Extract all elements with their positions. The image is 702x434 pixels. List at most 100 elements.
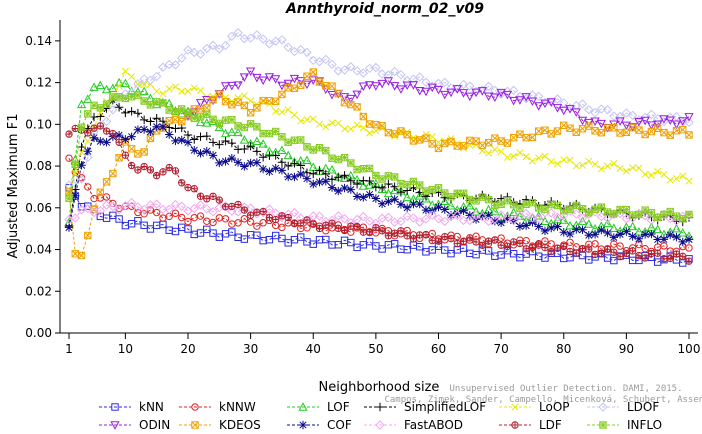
point-inflo bbox=[509, 200, 518, 209]
legend-label-simplifiedlof: SimplifiedLOF bbox=[404, 400, 486, 414]
point-loop bbox=[272, 107, 280, 115]
point-loop bbox=[528, 157, 536, 165]
point-ldof bbox=[195, 49, 206, 59]
point-kdeos bbox=[178, 117, 186, 126]
point-ldf bbox=[372, 223, 380, 232]
point-cof bbox=[334, 186, 343, 196]
point-knn bbox=[447, 249, 455, 258]
point-kdeos bbox=[434, 144, 443, 153]
point-ldf bbox=[522, 245, 530, 253]
point-odin bbox=[421, 87, 431, 97]
point-loop bbox=[115, 82, 123, 90]
point-kdeos bbox=[259, 96, 267, 105]
point-simplifiedlof bbox=[114, 103, 124, 112]
point-simplifiedlof bbox=[271, 151, 280, 160]
point-fastabod bbox=[508, 215, 519, 226]
point-cof bbox=[315, 177, 324, 187]
point-loop bbox=[153, 87, 161, 95]
point-odin bbox=[383, 77, 394, 86]
point-cof bbox=[277, 166, 287, 175]
point-ldf bbox=[653, 249, 662, 257]
point-fastabod bbox=[308, 211, 318, 221]
point-cof bbox=[258, 164, 268, 174]
point-ldf bbox=[127, 161, 136, 170]
point-kdeos bbox=[484, 138, 493, 147]
point-kdeos bbox=[84, 231, 92, 240]
point-ldf bbox=[134, 166, 142, 174]
point-odin bbox=[634, 118, 644, 127]
point-ldof bbox=[145, 75, 156, 85]
legend-item-ldf: LDF bbox=[499, 418, 562, 432]
point-lof bbox=[421, 193, 431, 203]
point-knnw bbox=[278, 223, 286, 232]
point-ldf bbox=[284, 213, 292, 222]
point-odin bbox=[515, 96, 525, 105]
point-cof bbox=[684, 235, 694, 244]
series-line-loop bbox=[68, 70, 690, 195]
legend-label-inflo: INFLO bbox=[627, 418, 662, 432]
y-axis-label: Adjusted Maximum F1 bbox=[6, 114, 21, 259]
point-ldof bbox=[151, 71, 162, 82]
point-loop bbox=[303, 116, 311, 124]
point-lof bbox=[627, 221, 638, 231]
point-cof bbox=[659, 235, 669, 244]
point-cof bbox=[359, 193, 368, 202]
point-loop bbox=[647, 171, 655, 179]
point-loop bbox=[566, 156, 574, 164]
point-ldf bbox=[685, 257, 693, 265]
point-knn bbox=[171, 227, 180, 236]
point-inflo bbox=[422, 187, 430, 195]
point-odin bbox=[540, 99, 550, 109]
point-knn bbox=[253, 231, 261, 239]
point-fastabod bbox=[496, 210, 506, 220]
point-lof bbox=[233, 127, 243, 137]
point-inflo bbox=[96, 104, 105, 112]
point-ldf bbox=[428, 236, 436, 245]
point-knn bbox=[265, 236, 274, 244]
point-kdeos bbox=[134, 150, 142, 158]
point-ldof bbox=[590, 107, 600, 118]
point-odin bbox=[239, 73, 249, 82]
point-knnw bbox=[159, 214, 167, 222]
point-cof bbox=[446, 210, 456, 220]
point-cof bbox=[478, 211, 487, 221]
point-odin bbox=[415, 87, 425, 96]
point-inflo bbox=[516, 204, 524, 212]
point-loop bbox=[547, 158, 555, 166]
point-ldf bbox=[610, 248, 618, 256]
point-odin bbox=[496, 88, 506, 98]
point-simplifiedlof bbox=[352, 179, 362, 189]
point-kdeos bbox=[416, 136, 424, 144]
point-loop bbox=[334, 119, 342, 127]
point-cof bbox=[146, 127, 155, 136]
point-kdeos bbox=[146, 134, 155, 143]
point-inflo bbox=[115, 93, 123, 101]
point-inflo bbox=[209, 115, 217, 124]
point-odin bbox=[527, 97, 538, 106]
point-ldf bbox=[635, 251, 643, 260]
point-kdeos bbox=[102, 178, 111, 186]
point-cof bbox=[590, 230, 600, 239]
point-ldof bbox=[108, 105, 118, 115]
point-ldf bbox=[315, 224, 324, 233]
point-cof bbox=[496, 218, 506, 227]
point-inflo bbox=[572, 201, 580, 210]
legend-item-ldof: LDOF bbox=[587, 400, 659, 414]
point-kdeos bbox=[597, 128, 606, 137]
point-knn bbox=[240, 235, 249, 243]
point-fastabod bbox=[477, 211, 488, 222]
point-kdeos bbox=[378, 122, 386, 130]
point-ldf bbox=[666, 254, 674, 263]
point-cof bbox=[578, 225, 587, 235]
point-odin bbox=[490, 93, 500, 103]
point-ldof bbox=[245, 33, 256, 43]
point-knnw bbox=[165, 212, 173, 221]
point-inflo bbox=[127, 93, 136, 101]
point-odin bbox=[377, 79, 387, 89]
point-fastabod bbox=[421, 214, 431, 224]
point-loop bbox=[572, 162, 580, 170]
point-cof bbox=[640, 230, 650, 239]
point-cof bbox=[221, 157, 230, 166]
point-ldf bbox=[566, 247, 574, 256]
point-ldf bbox=[491, 236, 499, 244]
